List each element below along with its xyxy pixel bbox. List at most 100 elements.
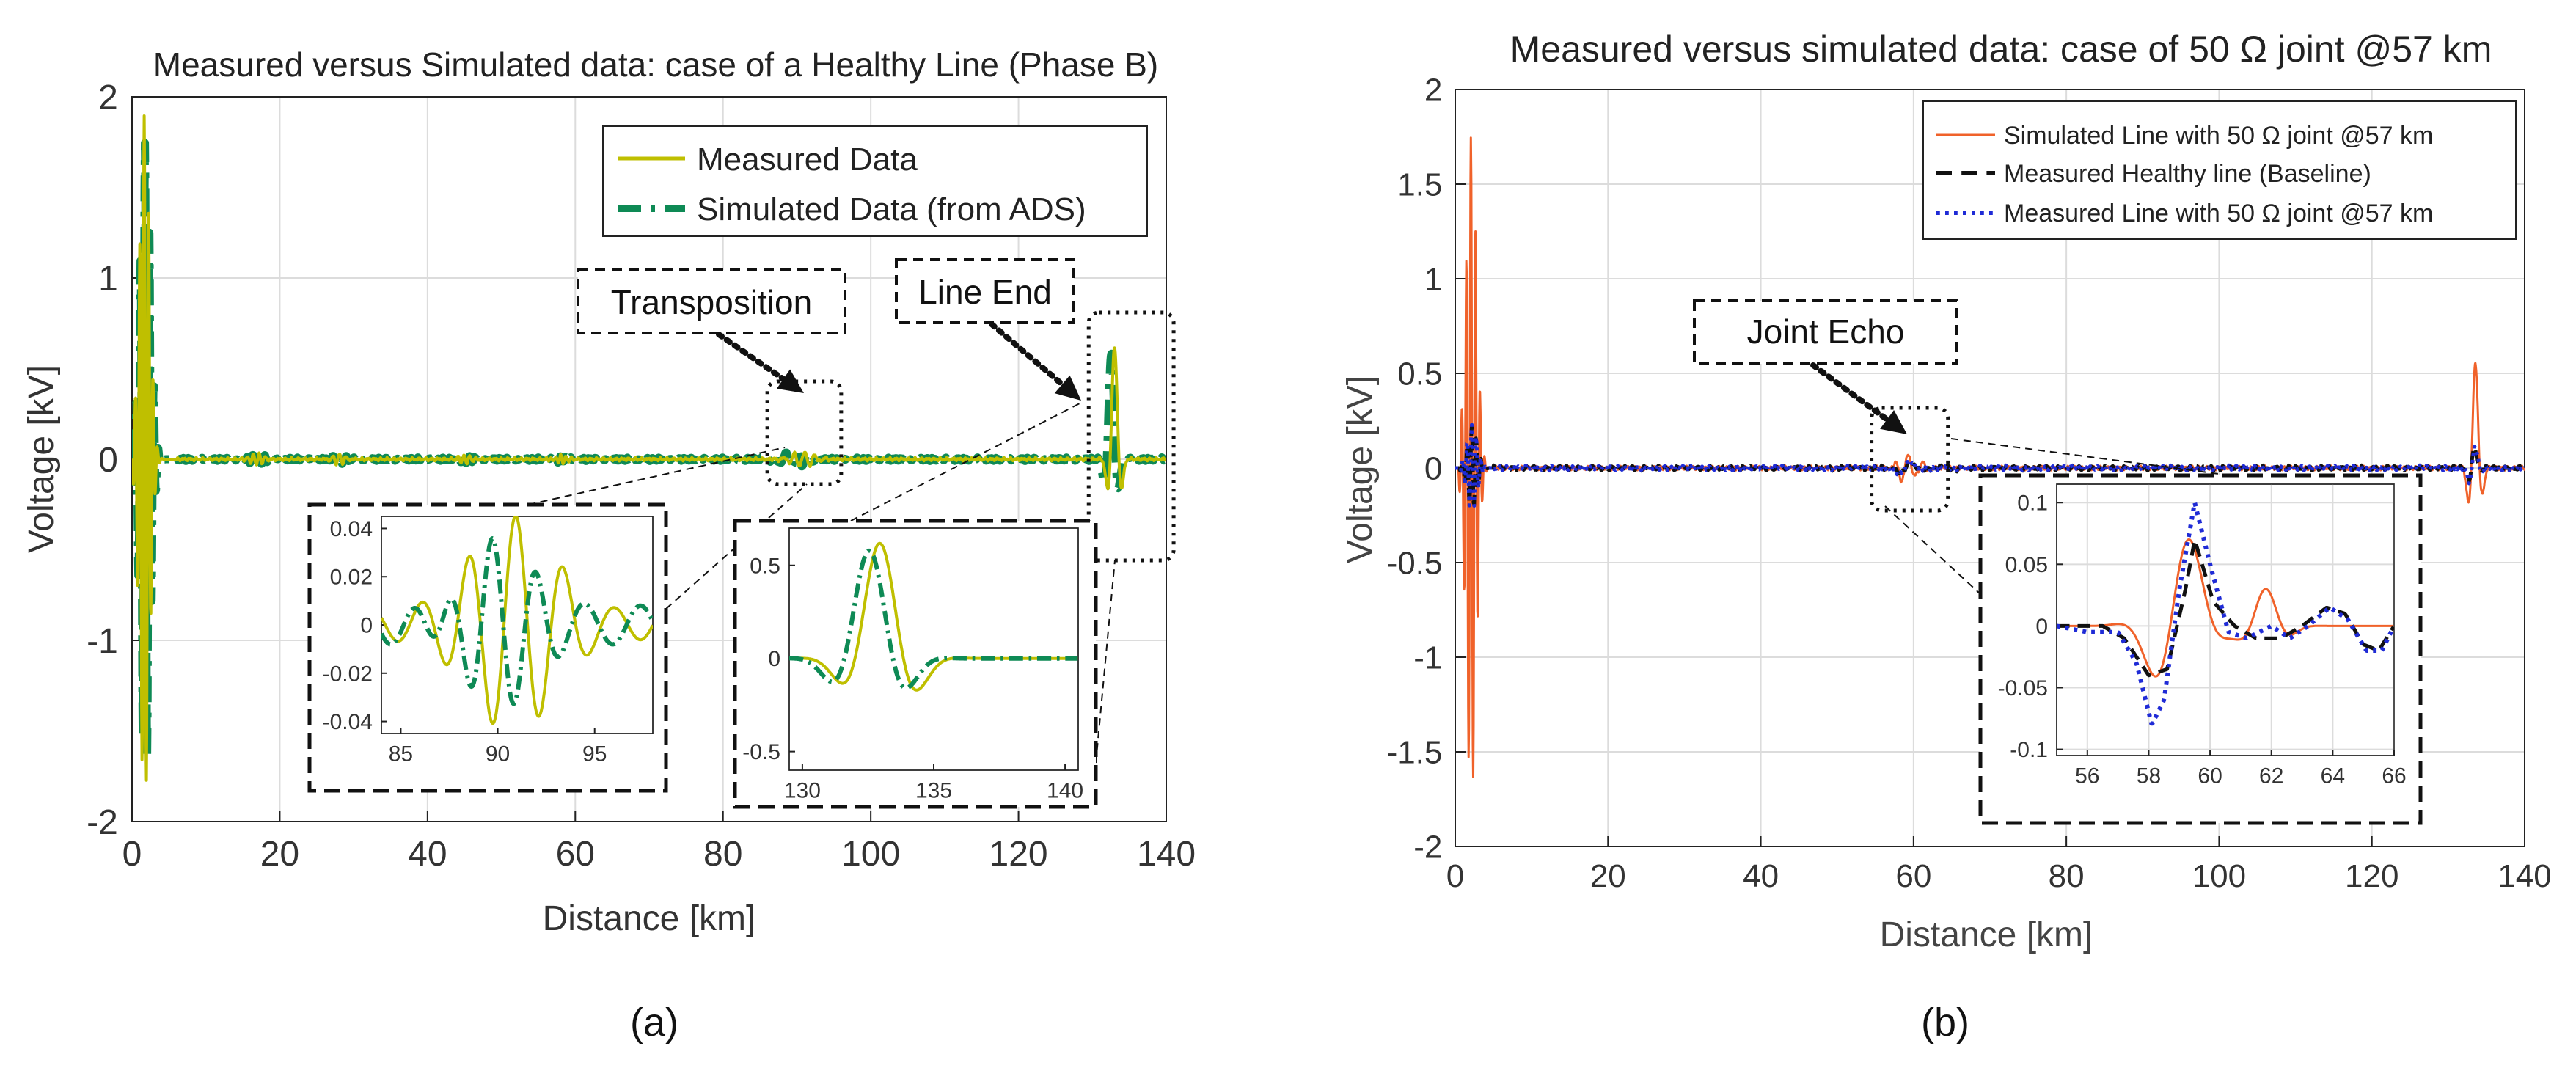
x-tick-label: 0 bbox=[122, 835, 142, 874]
y-tick-label: -2 bbox=[87, 803, 118, 842]
caption-b: (b) bbox=[1921, 1001, 1969, 1045]
line-end-region bbox=[1086, 310, 1176, 563]
line-end-arrow-head bbox=[1054, 375, 1081, 400]
chart-a-xlabel: Distance [km] bbox=[543, 899, 756, 938]
x-tick-label: 90 bbox=[486, 742, 510, 767]
transposition-arrow-shaft bbox=[716, 332, 787, 382]
x-tick-label: 140 bbox=[1137, 835, 1196, 874]
x-tick-label: 60 bbox=[556, 835, 595, 874]
legend-b-box bbox=[1922, 100, 2517, 240]
caption-a: (a) bbox=[630, 1001, 678, 1045]
y-tick-label: 0 bbox=[1424, 450, 1442, 486]
joint-echo-label: Joint Echo bbox=[1747, 312, 1905, 351]
transposition-region bbox=[765, 379, 844, 486]
y-tick-label: 1 bbox=[1424, 261, 1442, 297]
x-tick-label: 140 bbox=[2498, 858, 2551, 894]
y-tick-label: 0.02 bbox=[330, 566, 373, 590]
chart-b-ylabel: Voltage [kV] bbox=[1341, 376, 1380, 563]
x-tick-label: 60 bbox=[2198, 764, 2222, 789]
y-tick-label: 0.05 bbox=[2005, 553, 2048, 577]
x-tick-label: 120 bbox=[2345, 858, 2398, 894]
legend-b-baseline-label: Measured Healthy line (Baseline) bbox=[2004, 160, 2371, 188]
transposition-label-box bbox=[577, 268, 846, 334]
legend-a-box bbox=[602, 125, 1148, 237]
y-tick-label: -1.5 bbox=[1387, 734, 1443, 770]
y-tick-label: -0.04 bbox=[323, 710, 373, 734]
y-tick-label: 2 bbox=[1424, 72, 1442, 108]
line-end-label-box bbox=[895, 258, 1075, 324]
x-tick-label: 20 bbox=[260, 835, 299, 874]
y-tick-label: 0.5 bbox=[750, 554, 780, 578]
x-tick-label: 0 bbox=[1446, 858, 1464, 894]
plot-area bbox=[381, 516, 654, 734]
joint-echo-label-box bbox=[1693, 299, 1958, 365]
inset-b-connector bbox=[1950, 438, 2231, 476]
x-tick-label: 100 bbox=[2192, 858, 2246, 894]
y-tick-label: -0.5 bbox=[742, 740, 780, 764]
x-tick-label: 58 bbox=[2137, 764, 2161, 789]
y-tick-label: -2 bbox=[1413, 829, 1442, 865]
y-tick-label: 2 bbox=[98, 78, 118, 117]
plot-area bbox=[788, 527, 1079, 771]
inset-b-simulated bbox=[2057, 538, 2394, 678]
inset-a2-connector bbox=[850, 403, 1080, 522]
y-tick-label: -1 bbox=[1413, 640, 1442, 676]
plot-frame bbox=[2056, 483, 2395, 756]
y-tick-label: -0.05 bbox=[1998, 676, 2048, 701]
joint-echo-region bbox=[1870, 406, 1950, 513]
plot-area bbox=[2056, 483, 2395, 756]
transposition-label: Transposition bbox=[611, 283, 812, 321]
x-tick-label: 80 bbox=[2049, 858, 2085, 894]
y-tick-label: -0.5 bbox=[1387, 545, 1443, 581]
x-tick-label: 64 bbox=[2321, 764, 2345, 789]
x-tick-label: 56 bbox=[2075, 764, 2099, 789]
legend-a-simulated-label: Simulated Data (from ADS) bbox=[697, 191, 1086, 227]
x-tick-label: 100 bbox=[841, 835, 900, 874]
chart-a: Measured versus Simulated data: case of … bbox=[22, 45, 1196, 1045]
legend-b-measured-label: Measured Line with 50 Ω joint @57 km bbox=[2004, 200, 2433, 227]
joint-echo-arrow-shaft bbox=[1810, 362, 1890, 423]
inset-a1-simulated bbox=[381, 536, 653, 706]
x-tick-label: 120 bbox=[989, 835, 1048, 874]
chart-b-title: Measured versus simulated data: case of … bbox=[1510, 29, 2492, 70]
x-tick-label: 66 bbox=[2382, 764, 2406, 789]
x-tick-label: 85 bbox=[389, 742, 413, 767]
y-tick-label: 0.04 bbox=[330, 517, 373, 541]
x-tick-label: 140 bbox=[1047, 779, 1083, 803]
x-tick-label: 60 bbox=[1895, 858, 1931, 894]
inset-a2-connector bbox=[1095, 560, 1116, 764]
y-tick-label: -0.02 bbox=[323, 662, 373, 686]
x-tick-label: 80 bbox=[703, 835, 742, 874]
x-tick-label: 95 bbox=[582, 742, 607, 767]
series-measured-joint bbox=[1455, 423, 2525, 508]
y-tick-label: 0 bbox=[98, 441, 118, 480]
chart-a-ylabel: Voltage [kV] bbox=[22, 365, 61, 553]
legend-a-measured-label: Measured Data bbox=[697, 142, 918, 178]
inset-a1-connector bbox=[527, 447, 786, 505]
chart-a-title: Measured versus Simulated data: case of … bbox=[153, 45, 1159, 84]
y-tick-label: 1 bbox=[98, 260, 118, 299]
x-tick-label: 130 bbox=[784, 779, 821, 803]
y-tick-label: 0 bbox=[768, 647, 780, 671]
y-tick-label: 0 bbox=[360, 614, 373, 638]
legend-a: Measured Data Simulated Data (from ADS) bbox=[602, 125, 1148, 237]
x-tick-label: 40 bbox=[408, 835, 447, 874]
y-tick-label: 0 bbox=[2035, 615, 2048, 639]
series-measured-data bbox=[132, 114, 1166, 782]
y-tick-label: 0.1 bbox=[2017, 491, 2048, 516]
legend-b: Simulated Line with 50 Ω joint @57 km Mea… bbox=[1922, 100, 2517, 240]
x-tick-label: 40 bbox=[1743, 858, 1779, 894]
y-tick-label: -1 bbox=[87, 622, 118, 661]
line-end-arrow-shaft bbox=[989, 321, 1066, 387]
line-end-label: Line End bbox=[918, 273, 1052, 311]
chart-b: Measured versus simulated data: case of … bbox=[1341, 29, 2552, 1045]
x-tick-label: 135 bbox=[915, 779, 952, 803]
y-tick-label: 0.5 bbox=[1397, 356, 1442, 392]
y-tick-label: -0.1 bbox=[2010, 738, 2048, 762]
legend-b-simulated-label: Simulated Line with 50 Ω joint @57 km bbox=[2004, 122, 2433, 150]
inset-a2-simulated bbox=[789, 548, 1078, 690]
chart-b-xlabel: Distance [km] bbox=[1880, 915, 2093, 954]
joint-echo-arrow-head bbox=[1880, 409, 1907, 434]
x-tick-label: 20 bbox=[1590, 858, 1626, 894]
